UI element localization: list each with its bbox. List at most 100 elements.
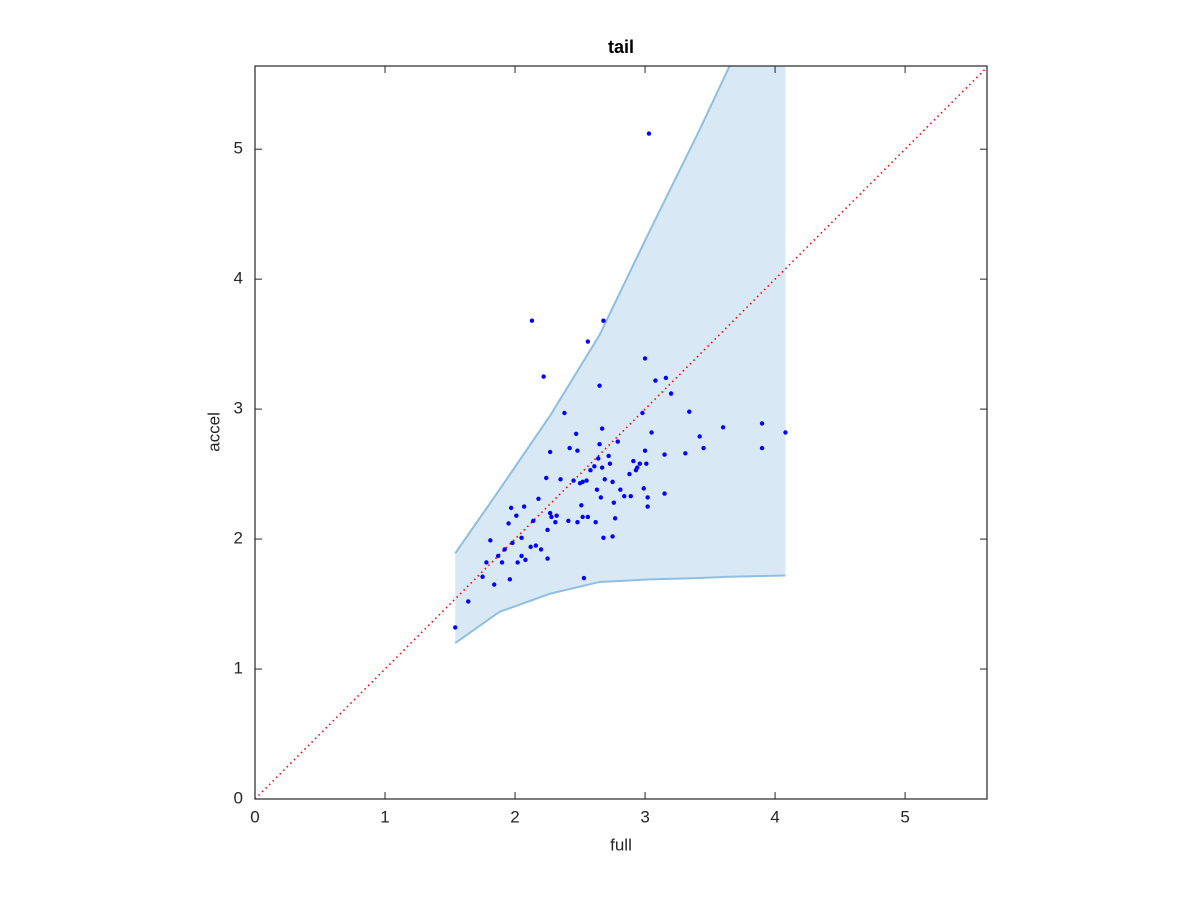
point — [515, 560, 520, 565]
point — [571, 478, 576, 483]
point — [599, 426, 605, 431]
point — [484, 560, 489, 565]
x-axis-label: full — [610, 835, 632, 854]
point — [581, 575, 587, 581]
y-tick-label: 1 — [234, 659, 243, 678]
x-tick-label: 4 — [770, 807, 779, 826]
point — [575, 448, 580, 453]
point — [528, 544, 533, 550]
point — [683, 451, 688, 456]
point — [538, 547, 544, 552]
point — [592, 464, 597, 469]
point — [607, 461, 613, 466]
point — [541, 374, 546, 379]
point — [514, 513, 519, 518]
axes: 0 1 2 3 4 5 0 1 2 3 4 5 — [234, 65, 988, 826]
point — [495, 553, 501, 559]
point — [759, 445, 765, 451]
point — [596, 456, 601, 461]
point — [662, 491, 667, 496]
y-tick-label: 0 — [234, 788, 243, 807]
point — [545, 556, 550, 561]
point — [597, 383, 602, 388]
point — [573, 431, 579, 436]
point — [575, 519, 580, 525]
point — [521, 504, 527, 509]
point — [545, 527, 550, 533]
point — [606, 453, 611, 459]
point — [593, 519, 598, 525]
point — [506, 521, 511, 526]
point — [599, 465, 605, 470]
point — [783, 430, 788, 435]
point — [547, 449, 553, 455]
chart-title: tail — [608, 37, 634, 57]
point — [601, 535, 606, 540]
point — [628, 493, 633, 499]
point — [720, 425, 726, 430]
point — [580, 479, 585, 485]
point — [631, 458, 636, 464]
x-tick-label: 0 — [250, 807, 259, 826]
point — [615, 439, 620, 444]
point — [759, 421, 765, 426]
point — [663, 375, 669, 381]
point — [585, 514, 591, 520]
point — [549, 514, 554, 520]
point — [547, 510, 553, 516]
point — [558, 477, 563, 482]
point — [529, 318, 535, 323]
point — [610, 479, 615, 485]
point — [588, 467, 593, 473]
point — [697, 434, 702, 439]
point — [611, 500, 617, 505]
point — [579, 503, 584, 508]
point — [635, 465, 640, 470]
y-axis-label: accel — [204, 412, 223, 452]
point — [544, 475, 549, 481]
point — [645, 504, 650, 509]
point — [507, 577, 513, 582]
point — [499, 560, 505, 565]
x-tick-label: 5 — [900, 807, 909, 826]
point — [562, 410, 567, 416]
point — [612, 516, 618, 521]
point — [618, 487, 623, 492]
point — [594, 487, 600, 492]
point — [653, 378, 658, 383]
point — [488, 538, 493, 543]
point — [641, 486, 646, 491]
y-tick-label: 3 — [234, 399, 243, 418]
point — [610, 534, 615, 539]
x-tick-label: 1 — [380, 807, 389, 826]
confidence-band — [455, 66, 786, 644]
point — [598, 495, 604, 500]
point — [644, 461, 649, 466]
point — [566, 518, 571, 524]
point — [554, 513, 559, 518]
band-upper-edge — [454, 66, 731, 554]
point — [502, 547, 507, 552]
band-lower-edge — [454, 574, 786, 644]
point — [531, 518, 536, 524]
point — [627, 471, 632, 477]
point — [553, 519, 558, 525]
y-tick-label: 4 — [234, 269, 243, 288]
point — [601, 318, 606, 323]
point — [646, 131, 652, 136]
point — [637, 461, 643, 466]
plot-area — [255, 66, 987, 799]
point — [585, 339, 591, 344]
point — [642, 448, 648, 453]
point — [480, 574, 485, 579]
point — [519, 553, 524, 559]
point — [567, 445, 572, 451]
point — [642, 356, 648, 361]
point — [645, 495, 650, 500]
point — [536, 496, 541, 501]
point — [602, 477, 607, 482]
point — [580, 514, 585, 520]
point — [510, 540, 515, 546]
y-tick-label: 5 — [234, 139, 243, 158]
